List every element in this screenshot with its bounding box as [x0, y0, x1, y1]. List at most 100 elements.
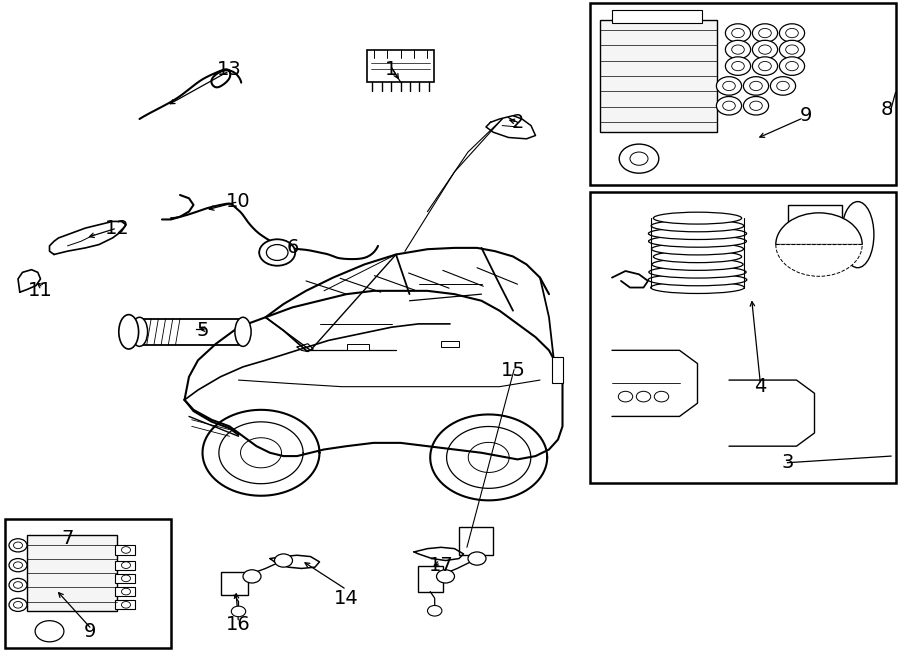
Bar: [418, 566, 443, 592]
Ellipse shape: [649, 235, 746, 247]
Circle shape: [14, 562, 22, 568]
Circle shape: [122, 575, 130, 582]
Bar: [552, 357, 562, 383]
Text: 7: 7: [61, 529, 74, 548]
Bar: [115, 587, 135, 596]
Circle shape: [428, 605, 442, 616]
Circle shape: [759, 28, 771, 38]
Circle shape: [619, 144, 659, 173]
Bar: [590, 192, 896, 483]
Circle shape: [752, 40, 778, 59]
Ellipse shape: [652, 243, 743, 255]
Circle shape: [122, 562, 130, 568]
Text: 11: 11: [28, 282, 53, 300]
Bar: [346, 344, 369, 350]
Wedge shape: [776, 213, 862, 245]
Circle shape: [122, 547, 130, 553]
Circle shape: [9, 539, 27, 552]
Ellipse shape: [119, 315, 139, 349]
Ellipse shape: [648, 227, 747, 239]
Circle shape: [752, 57, 778, 75]
Circle shape: [243, 570, 261, 583]
Circle shape: [725, 40, 751, 59]
Circle shape: [259, 239, 295, 266]
Bar: [600, 20, 717, 132]
Text: 9: 9: [84, 622, 96, 641]
Wedge shape: [776, 245, 862, 276]
Ellipse shape: [652, 258, 743, 270]
Circle shape: [779, 40, 805, 59]
Bar: [140, 319, 243, 345]
Ellipse shape: [648, 274, 747, 286]
Circle shape: [752, 24, 778, 42]
Circle shape: [716, 97, 742, 115]
Ellipse shape: [651, 282, 744, 293]
Text: 4: 4: [754, 377, 767, 396]
Circle shape: [14, 582, 22, 588]
Text: 3: 3: [781, 453, 794, 472]
Circle shape: [779, 57, 805, 75]
Circle shape: [636, 391, 651, 402]
Text: 14: 14: [334, 589, 359, 607]
Ellipse shape: [649, 266, 746, 278]
Circle shape: [266, 245, 288, 260]
Circle shape: [231, 606, 246, 617]
Circle shape: [732, 61, 744, 71]
Circle shape: [779, 24, 805, 42]
Circle shape: [9, 598, 27, 611]
Bar: [612, 10, 702, 23]
Text: 8: 8: [880, 100, 893, 118]
Bar: [4, 519, 171, 648]
Text: 2: 2: [511, 113, 524, 132]
Text: 1: 1: [385, 60, 398, 79]
Circle shape: [122, 588, 130, 595]
Ellipse shape: [652, 220, 743, 232]
Circle shape: [732, 45, 744, 54]
Text: 6: 6: [286, 239, 299, 257]
Circle shape: [618, 391, 633, 402]
Circle shape: [750, 81, 762, 91]
Wedge shape: [206, 407, 316, 434]
Text: 9: 9: [799, 106, 812, 125]
Circle shape: [723, 81, 735, 91]
Circle shape: [9, 559, 27, 572]
Circle shape: [725, 24, 751, 42]
Circle shape: [725, 57, 751, 75]
Circle shape: [759, 61, 771, 71]
Circle shape: [14, 542, 22, 549]
Circle shape: [630, 152, 648, 165]
Text: 16: 16: [226, 615, 251, 634]
Circle shape: [786, 45, 798, 54]
Circle shape: [770, 77, 796, 95]
Circle shape: [468, 552, 486, 565]
Circle shape: [786, 61, 798, 71]
Circle shape: [14, 602, 22, 608]
Bar: [367, 50, 434, 82]
Circle shape: [9, 578, 27, 592]
Bar: [441, 341, 459, 347]
Bar: [590, 3, 896, 185]
Ellipse shape: [842, 202, 874, 268]
Circle shape: [750, 101, 762, 110]
Circle shape: [732, 28, 744, 38]
Circle shape: [786, 28, 798, 38]
Ellipse shape: [235, 317, 251, 346]
Ellipse shape: [131, 317, 148, 346]
Circle shape: [274, 554, 292, 567]
Circle shape: [122, 602, 130, 608]
Circle shape: [743, 77, 769, 95]
Circle shape: [759, 45, 771, 54]
Ellipse shape: [653, 251, 742, 262]
Bar: [220, 572, 248, 595]
Circle shape: [716, 77, 742, 95]
Ellipse shape: [653, 212, 742, 224]
Text: 17: 17: [428, 556, 454, 574]
Text: 15: 15: [500, 361, 526, 379]
Text: 5: 5: [196, 321, 209, 340]
Bar: [115, 545, 135, 555]
Circle shape: [35, 621, 64, 642]
Bar: [115, 600, 135, 609]
Bar: [788, 205, 842, 264]
Text: 13: 13: [217, 60, 242, 79]
Bar: [115, 561, 135, 570]
